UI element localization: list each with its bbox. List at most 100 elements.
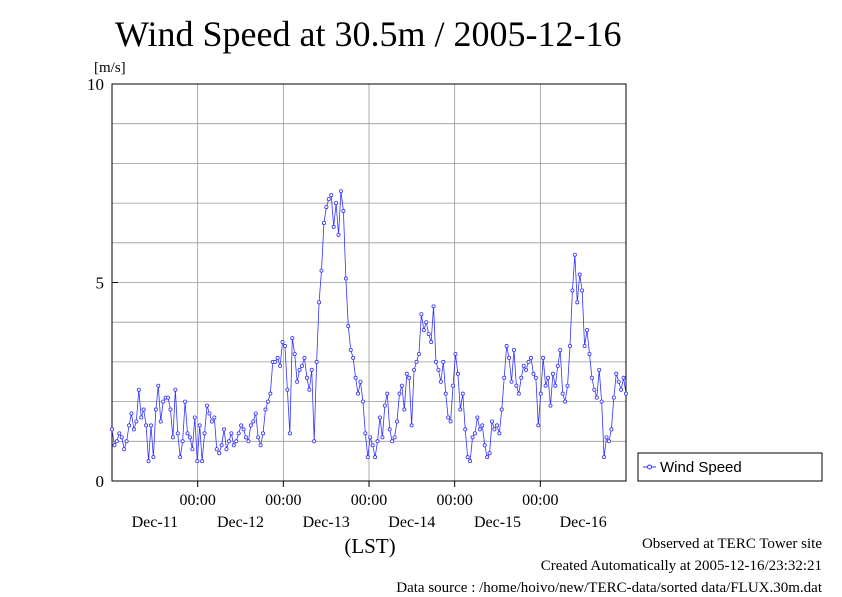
- data-point: [173, 387, 178, 392]
- source-note: Data source : /home/hoivo/new/TERC-data/…: [396, 580, 822, 596]
- data-point: [243, 435, 248, 440]
- data-point: [468, 459, 473, 464]
- data-point: [195, 459, 200, 464]
- data-point: [166, 395, 171, 400]
- data-point: [297, 367, 302, 372]
- data-point: [385, 391, 390, 396]
- data-point: [433, 359, 438, 364]
- data-point: [402, 407, 407, 412]
- data-point: [180, 439, 185, 444]
- data-point: [190, 447, 195, 452]
- y-tick-label: 0: [96, 472, 105, 491]
- data-point: [336, 232, 341, 237]
- data-point: [363, 431, 368, 436]
- data-point: [443, 391, 448, 396]
- data-point: [436, 367, 441, 372]
- data-point: [290, 336, 295, 341]
- data-point: [424, 320, 429, 325]
- data-point: [112, 443, 117, 448]
- data-point: [492, 427, 497, 432]
- data-point: [321, 220, 326, 225]
- data-point: [343, 276, 348, 281]
- data-point: [261, 431, 266, 436]
- data-point: [477, 427, 482, 432]
- data-point: [482, 443, 487, 448]
- data-point: [158, 419, 163, 424]
- data-point: [380, 435, 385, 440]
- data-point: [390, 439, 395, 444]
- data-point: [572, 252, 577, 257]
- data-point: [446, 415, 451, 420]
- data-point: [451, 383, 456, 388]
- data-point: [587, 351, 592, 356]
- data-point: [575, 300, 580, 305]
- data-point: [516, 391, 521, 396]
- data-point: [538, 391, 543, 396]
- data-point: [599, 399, 604, 404]
- day-label: Dec-16: [560, 514, 607, 531]
- data-point: [431, 304, 436, 309]
- data-point: [239, 423, 244, 428]
- data-point: [616, 379, 621, 384]
- data-point: [448, 419, 453, 424]
- data-point: [502, 375, 507, 380]
- data-point: [475, 415, 480, 420]
- data-point: [490, 419, 495, 424]
- data-point: [558, 347, 563, 352]
- data-point: [129, 411, 134, 416]
- data-point: [567, 344, 572, 349]
- data-point: [185, 431, 190, 436]
- data-point: [480, 423, 485, 428]
- data-point: [161, 399, 166, 404]
- data-point: [521, 363, 526, 368]
- data-point: [368, 435, 373, 440]
- data-point: [127, 423, 132, 428]
- data-point: [370, 443, 375, 448]
- y-axis-label: [m/s]: [94, 60, 126, 76]
- data-point: [324, 205, 329, 210]
- data-point: [392, 435, 397, 440]
- data-point: [295, 379, 300, 384]
- legend-box: [637, 452, 823, 482]
- data-point: [117, 431, 122, 436]
- data-point: [609, 427, 614, 432]
- data-point: [338, 189, 343, 194]
- data-point: [438, 379, 443, 384]
- data-point: [275, 355, 280, 360]
- data-point: [504, 344, 509, 349]
- data-point: [314, 359, 319, 364]
- data-point: [229, 431, 234, 436]
- data-point: [441, 359, 446, 364]
- data-point: [353, 375, 358, 380]
- data-point: [136, 387, 141, 392]
- data-point: [560, 391, 565, 396]
- data-point: [300, 363, 305, 368]
- data-point: [331, 224, 336, 229]
- data-point: [548, 403, 553, 408]
- data-point: [570, 288, 575, 293]
- data-point: [399, 383, 404, 388]
- data-point: [183, 399, 188, 404]
- data-point: [224, 447, 229, 452]
- data-point: [134, 419, 139, 424]
- data-point: [219, 443, 224, 448]
- data-point: [624, 391, 629, 396]
- day-label: Dec-14: [388, 514, 435, 531]
- data-point: [319, 268, 324, 273]
- series-line: [111, 191, 627, 463]
- data-point: [580, 288, 585, 293]
- data-point: [168, 407, 173, 412]
- data-point: [258, 443, 263, 448]
- data-point: [470, 435, 475, 440]
- data-point: [487, 451, 492, 456]
- data-point: [170, 435, 175, 440]
- data-point: [317, 300, 322, 305]
- x-tick-label: 00:00: [436, 492, 472, 509]
- data-point: [197, 423, 202, 428]
- x-tick-label: 00:00: [522, 492, 558, 509]
- data-point: [582, 344, 587, 349]
- data-point: [175, 431, 180, 436]
- data-point: [285, 387, 290, 392]
- data-point: [421, 328, 426, 333]
